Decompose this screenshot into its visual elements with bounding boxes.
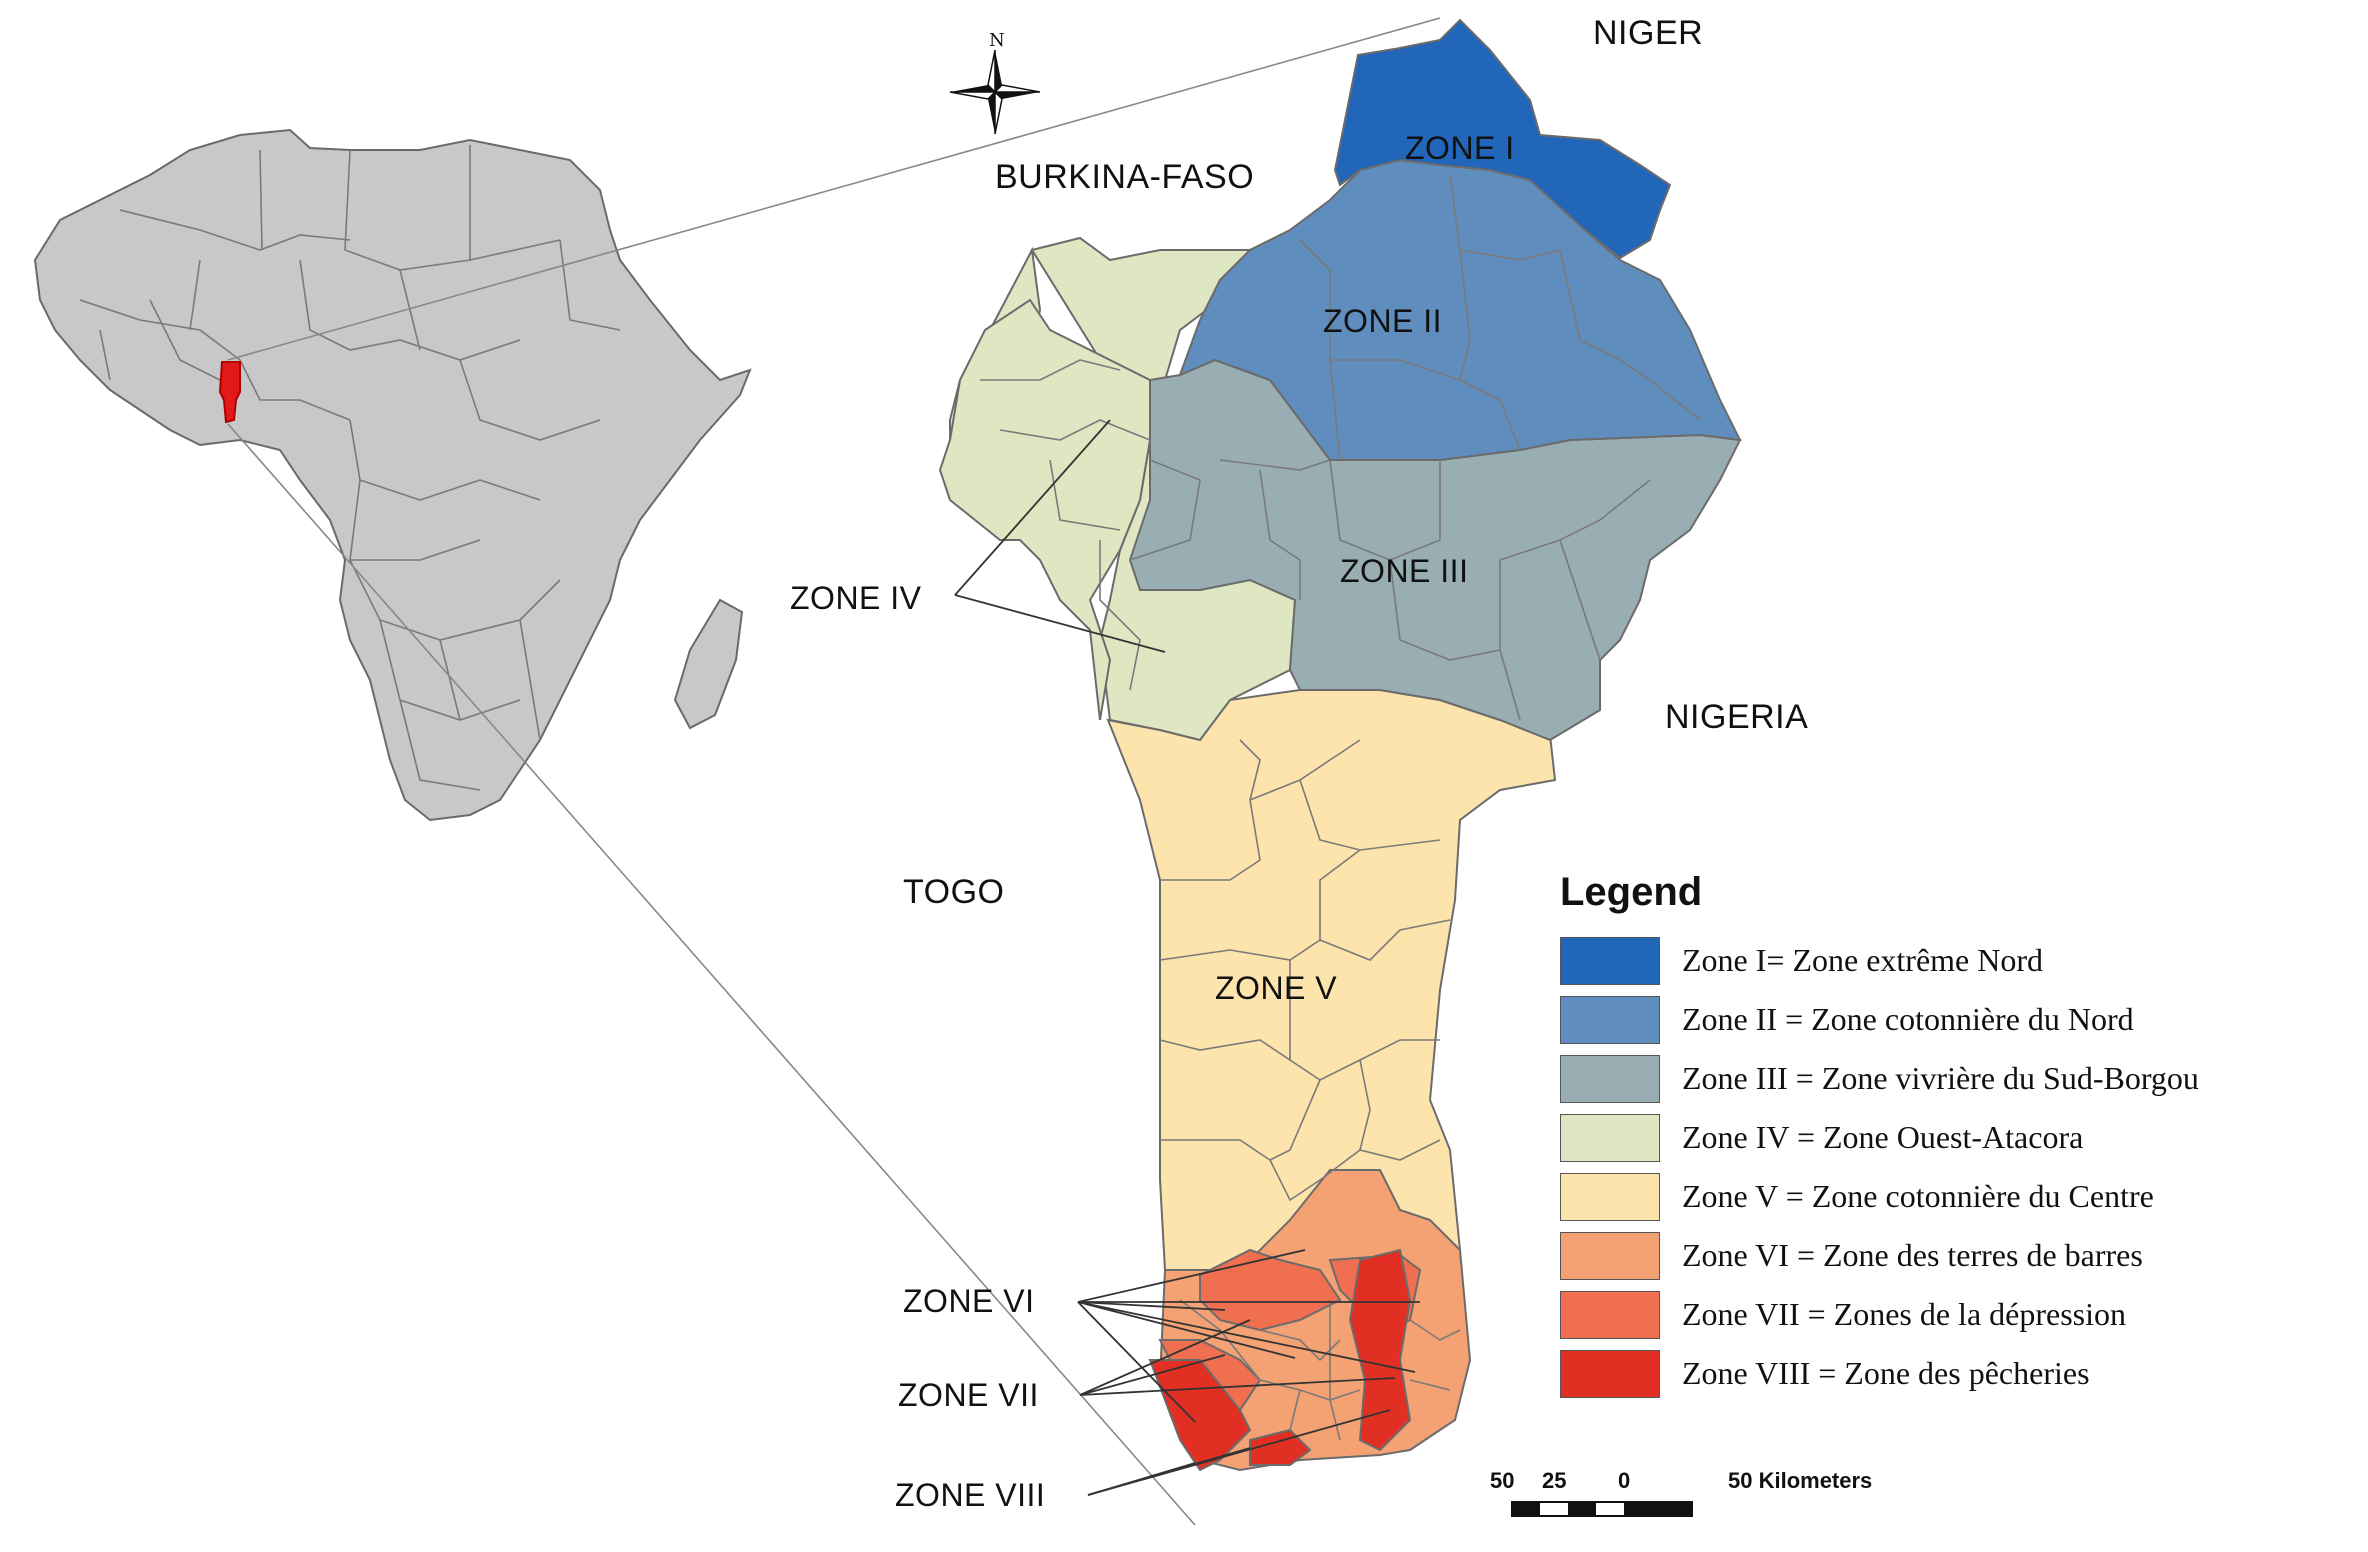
zone-label-ii: ZONE II (1323, 303, 1443, 339)
legend-item: Zone I= Zone extrême Nord (1560, 931, 2360, 990)
north-arrow (949, 49, 1041, 135)
legend-label: Zone IV = Zone Ouest-Atacora (1682, 1119, 2084, 1155)
zone-label-i: ZONE I (1405, 130, 1515, 166)
legend-item: Zone VII = Zones de la dépression (1560, 1285, 2360, 1344)
country-label-burkina-faso: BURKINA-FASO (995, 158, 1255, 196)
legend-swatch (1560, 1349, 1660, 1398)
legend-label: Zone VI = Zone des terres de barres (1682, 1237, 2143, 1273)
legend-swatch (1560, 1172, 1660, 1221)
legend-item: Zone II = Zone cotonnière du Nord (1560, 990, 2360, 1049)
madagascar (673, 598, 744, 730)
legend-swatch (1560, 1231, 1660, 1280)
legend-swatch (1560, 1290, 1660, 1339)
zone-label-vii: ZONE VII (898, 1377, 1039, 1413)
legend: Legend Zone I= Zone extrême Nord Zone II… (1560, 870, 2360, 1403)
scale-tick-50-km: 50 Kilometers (1728, 1468, 1873, 1493)
africa-inset-map (33, 128, 752, 822)
zone-label-v: ZONE V (1215, 970, 1338, 1006)
leader-lines (954, 419, 1420, 1496)
legend-swatch (1560, 1054, 1660, 1103)
legend-item: Zone VIII = Zone des pêcheries (1560, 1344, 2360, 1403)
benin-map (938, 18, 1742, 1472)
legend-label: Zone II = Zone cotonnière du Nord (1682, 1001, 2134, 1037)
zone-label-vi: ZONE VI (903, 1283, 1035, 1319)
legend-swatch (1560, 995, 1660, 1044)
legend-item: Zone VI = Zone des terres de barres (1560, 1226, 2360, 1285)
zone-i-region (1333, 18, 1672, 260)
zone-label-iii: ZONE III (1340, 553, 1469, 589)
legend-label: Zone V = Zone cotonnière du Centre (1682, 1178, 2154, 1214)
country-label-nigeria: NIGERIA (1665, 698, 1809, 736)
legend-item: Zone V = Zone cotonnière du Centre (1560, 1167, 2360, 1226)
africa-continent (33, 128, 752, 822)
scale-tick-25: 25 (1542, 1468, 1567, 1493)
commune-boundaries (980, 174, 1701, 1441)
scale-bar: 50 25 0 50 Kilometers (1490, 1468, 1910, 1528)
zoom-lines (227, 17, 1441, 1526)
north-label: N (989, 30, 1005, 51)
legend-item: Zone IV = Zone Ouest-Atacora (1560, 1108, 2360, 1167)
zone-viii-region (1148, 1248, 1412, 1472)
legend-label: Zone VIII = Zone des pêcheries (1682, 1355, 2090, 1391)
scale-tick-0: 0 (1618, 1468, 1631, 1493)
zone-label-iv: ZONE IV (790, 580, 922, 616)
country-label-togo: TOGO (903, 873, 1005, 911)
africa-borders (79, 145, 621, 791)
zone-label-viii: ZONE VIII (895, 1477, 1046, 1513)
legend-title: Legend (1560, 870, 1703, 914)
benin-highlight (218, 361, 241, 424)
legend-swatch (1560, 1113, 1660, 1162)
legend-label: Zone VII = Zones de la dépression (1682, 1296, 2126, 1332)
legend-label: Zone III = Zone vivrière du Sud-Borgou (1682, 1060, 2199, 1096)
country-label-niger: NIGER (1593, 14, 1704, 52)
scale-tick-50: 50 (1490, 1468, 1515, 1493)
legend-swatch (1560, 936, 1660, 985)
legend-label: Zone I= Zone extrême Nord (1682, 942, 2044, 978)
scale-bar-graphic (1511, 1501, 1693, 1517)
legend-item: Zone III = Zone vivrière du Sud-Borgou (1560, 1049, 2360, 1108)
